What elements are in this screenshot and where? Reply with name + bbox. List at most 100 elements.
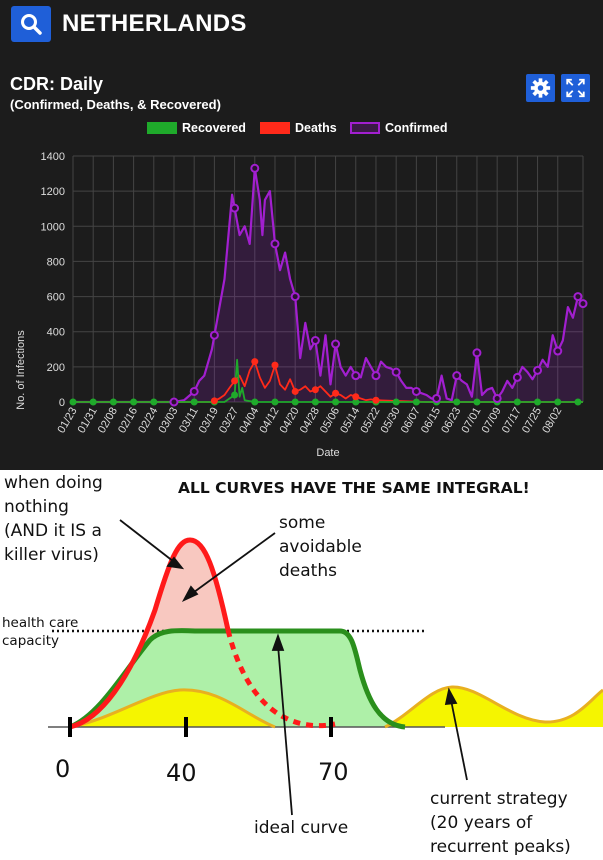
yellow-curve-fill [70, 686, 603, 727]
chart-subtitle: (Confirmed, Deaths, & Recovered) [10, 97, 221, 112]
recovered-point[interactable] [311, 398, 319, 406]
deaths-point[interactable] [210, 397, 218, 405]
chart-title: CDR: Daily [10, 74, 104, 94]
confirmed-point[interactable] [452, 371, 462, 381]
recovered-point[interactable] [513, 398, 521, 406]
confirmed-point[interactable] [290, 292, 300, 302]
recovered-point[interactable] [332, 398, 340, 406]
confirmed-point[interactable] [553, 346, 563, 356]
confirmed-point[interactable] [270, 239, 280, 249]
recovered-point[interactable] [231, 391, 239, 399]
deaths-point[interactable] [352, 393, 360, 401]
legend-swatch-confirmed [350, 122, 380, 134]
x-tick-label: 07/17 [500, 406, 524, 436]
x-tick-label: 02/16 [116, 406, 140, 436]
legend-item-confirmed[interactable]: Confirmed [350, 121, 448, 135]
avoidable-label-1: some [279, 513, 325, 533]
recovered-point[interactable] [392, 398, 400, 406]
x-axis-label: Date [316, 447, 339, 459]
deaths-point[interactable] [311, 386, 319, 394]
recovered-point[interactable] [554, 398, 562, 406]
recovered-point[interactable] [89, 398, 97, 406]
deaths-point[interactable] [251, 358, 259, 366]
confirmed-point[interactable] [533, 365, 543, 375]
daily-cases-chart: 0 200 400 600 800 1000 1200 1400 01/2301/3102/0… [15, 151, 588, 459]
recovered-point[interactable] [190, 398, 198, 406]
recovered-point[interactable] [412, 398, 420, 406]
confirmed-point[interactable] [492, 393, 502, 403]
recovered-point[interactable] [291, 398, 299, 406]
x-tick-label: 03/03 [156, 406, 180, 436]
search-button[interactable] [11, 6, 51, 42]
y-tick-label: 0 [59, 397, 65, 409]
recovered-point[interactable] [453, 398, 461, 406]
capacity-label-2: capacity [2, 633, 59, 649]
current-strategy-label-3: recurrent peaks) [430, 837, 571, 855]
x-tick-label: 02/24 [136, 406, 160, 436]
x-tick-label: 03/27 [217, 406, 241, 436]
x-tick-label: 01/23 [55, 406, 79, 436]
fullscreen-button[interactable] [561, 74, 590, 102]
expand-icon [566, 78, 585, 98]
confirmed-point[interactable] [189, 386, 199, 396]
confirmed-point[interactable] [371, 371, 381, 381]
deaths-point[interactable] [291, 387, 299, 395]
country-title: NETHERLANDS [62, 10, 247, 37]
legend-item-deaths[interactable]: Deaths [260, 121, 337, 135]
confirmed-point[interactable] [209, 330, 219, 340]
recovered-point[interactable] [352, 398, 360, 406]
dashboard-panel: NETHERLANDS CDR: Daily (Confirmed, Death… [0, 0, 603, 470]
confirmed-point[interactable] [578, 299, 588, 309]
meme-illustration: ALL CURVES HAVE THE SAME INTEGRAL! when … [2, 473, 603, 857]
confirmed-point[interactable] [250, 163, 260, 173]
settings-button[interactable] [526, 74, 555, 102]
x-tick-label: 06/15 [419, 406, 443, 436]
recovered-point[interactable] [69, 398, 77, 406]
recovered-point[interactable] [150, 398, 158, 406]
ideal-curve-label: ideal curve [254, 818, 348, 838]
search-icon [21, 14, 42, 35]
recovered-point[interactable] [130, 398, 138, 406]
x-tick-40: 40 [166, 759, 197, 787]
y-tick-label: 1000 [41, 221, 65, 233]
x-tick-0: 0 [55, 755, 70, 783]
confirmed-point[interactable] [351, 371, 361, 381]
recovered-point[interactable] [109, 398, 117, 406]
red-curve-dashed [225, 629, 336, 729]
confirmed-point[interactable] [331, 339, 341, 349]
confirmed-point[interactable] [472, 348, 482, 358]
nothing-label-4: killer virus) [4, 545, 99, 565]
confirmed-point[interactable] [432, 393, 442, 403]
x-tick-label: 05/14 [338, 406, 362, 436]
nothing-label-3: (AND it IS a [4, 521, 102, 541]
x-tick-label: 08/02 [540, 406, 564, 436]
confirmed-point[interactable] [411, 386, 421, 396]
deaths-point[interactable] [332, 389, 340, 397]
recovered-point[interactable] [473, 398, 481, 406]
x-tick-label: 07/01 [459, 406, 483, 436]
y-tick-label: 800 [47, 256, 65, 268]
confirmed-point[interactable] [169, 397, 179, 407]
y-tick-label: 1200 [41, 186, 65, 198]
x-tick-label: 06/07 [399, 406, 423, 436]
recovered-point[interactable] [271, 398, 279, 406]
x-tick-label: 06/23 [439, 406, 463, 436]
confirmed-point[interactable] [391, 367, 401, 377]
current-strategy-label-1: current strategy [430, 789, 568, 809]
deaths-point[interactable] [271, 361, 279, 369]
recovered-point[interactable] [574, 398, 582, 406]
avoidable-label-2: avoidable [279, 537, 362, 557]
gear-icon [530, 78, 551, 98]
recovered-point[interactable] [534, 398, 542, 406]
confirmed-point[interactable] [310, 336, 320, 345]
y-tick-label: 1400 [41, 151, 65, 163]
x-tick-label: 04/20 [278, 406, 302, 436]
confirmed-point[interactable] [230, 203, 240, 213]
confirmed-point[interactable] [573, 292, 583, 302]
deaths-point[interactable] [231, 377, 239, 385]
legend-item-recovered[interactable]: Recovered [147, 121, 246, 135]
confirmed-point[interactable] [512, 372, 522, 382]
deaths-point[interactable] [372, 396, 380, 404]
y-tick-label: 600 [47, 292, 65, 304]
recovered-point[interactable] [251, 398, 259, 406]
